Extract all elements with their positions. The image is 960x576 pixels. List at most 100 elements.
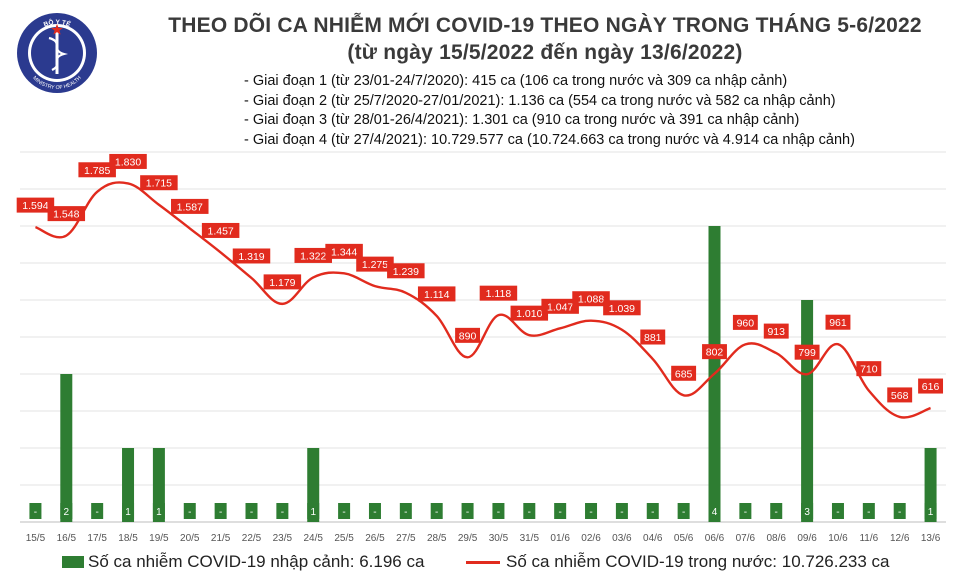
line-label-box-11/6 [856,361,882,377]
line-label-24/5: 1.322 [300,250,326,262]
line-label-17/5: 1.785 [84,165,110,177]
bar-label-30/5: - [497,507,500,518]
bar-label-box-01/6 [554,503,567,519]
bar-label-09/6: 3 [804,507,810,518]
x-tick-07/6: 07/6 [736,533,756,544]
bar-13/6 [924,448,937,522]
line-label-box-06/6 [702,344,727,360]
line-label-03/6: 1.039 [609,303,635,315]
bar-label-20/5: - [188,507,191,518]
x-tick-20/5: 20/5 [180,533,200,544]
x-tick-22/5: 22/5 [242,533,262,544]
bar-label-box-07/6 [739,503,752,519]
line-label-21/5: 1.457 [207,225,233,237]
bar-label-box-12/6 [893,503,906,519]
bar-label-box-11/6 [862,503,875,519]
line-label-box-12/6 [887,387,913,403]
bar-label-box-18/5 [122,503,135,519]
x-tick-10/6: 10/6 [828,533,848,544]
ministry-of-health-logo: BỘ Y TẾ MINISTRY OF HEALTH [17,13,97,93]
x-tick-11/6: 11/6 [859,533,878,544]
bar-label-box-03/6 [615,503,628,519]
line-label-box-26/5 [356,256,394,272]
bar-label-box-26/5 [368,503,381,519]
line-label-16/5: 1.548 [53,209,79,221]
line-label-box-15/5 [16,197,55,213]
line-label-05/6: 685 [675,368,693,380]
bar-label-box-13/6 [924,503,937,519]
bar-label-box-19/5 [152,503,165,519]
x-tick-05/6: 05/6 [674,533,694,544]
logo-top-text: BỘ Y TẾ [43,17,73,29]
x-tick-08/6: 08/6 [766,533,786,544]
bar-label-28/5: - [435,507,438,518]
bar-label-02/6: - [589,507,592,518]
x-tick-27/5: 27/5 [396,533,416,544]
bar-label-25/5: - [342,507,345,518]
bar-label-21/5: - [219,507,222,518]
line-label-30/5: 1.118 [486,288,512,300]
phase-1-summary: - Giai đoạn 1 (từ 23/01-24/7/2020): 415 … [244,73,788,89]
x-tick-30/5: 30/5 [489,533,509,544]
bar-label-18/5: 1 [125,507,131,518]
x-tick-21/5: 21/5 [211,533,231,544]
line-label-box-01/6 [541,298,579,314]
line-label-26/5: 1.275 [362,259,388,271]
bar-label-box-02/6 [585,503,598,519]
bar-label-box-08/6 [770,503,783,519]
phase-2-summary: - Giai đoạn 2 (từ 25/7/2020-27/01/2021):… [244,92,836,109]
x-tick-13/6: 13/6 [921,533,941,544]
line-label-31/5: 1.010 [516,308,542,320]
x-tick-28/5: 28/5 [427,533,447,544]
bar-label-03/6: - [620,507,623,518]
bar-label-box-06/6 [708,503,721,519]
x-tick-24/5: 24/5 [303,533,323,544]
chart-subtitle: (từ ngày 15/5/2022 đến ngày 13/6/2022) [347,41,743,64]
line-label-box-10/6 [825,314,851,330]
line-label-box-02/6 [572,291,610,307]
bar-label-box-28/5 [430,503,443,519]
bar-label-23/5: - [281,507,284,518]
line-label-12/6: 568 [891,390,909,402]
line-label-box-22/5 [232,248,271,264]
line-label-19/5: 1.715 [146,178,172,190]
bar-label-05/6: - [682,507,685,518]
phase-3-summary: - Giai đoạn 3 (từ 28/01-26/4/2021): 1.30… [244,112,800,128]
legend-label-domestic: Số ca nhiễm COVID-19 trong nước: 10.726.… [506,552,890,571]
line-label-25/5: 1.344 [331,246,357,258]
line-label-box-19/5 [140,175,178,191]
bar-label-24/5: 1 [310,507,316,518]
line-label-20/5: 1.587 [177,201,203,213]
line-label-28/5: 1.114 [424,289,450,301]
line-label-08/6: 913 [767,326,785,338]
phase-4-summary: - Giai đoạn 4 (từ 27/4/2021): 10.729.577… [244,131,855,148]
x-tick-19/5: 19/5 [149,533,169,544]
x-tick-15/5: 15/5 [26,533,46,544]
x-tick-18/5: 18/5 [118,533,138,544]
bar-label-10/6: - [836,507,839,518]
bar-16/5 [60,374,73,522]
legend-swatch-line [466,560,500,564]
chart-legend: Số ca nhiễm COVID-19 nhập cảnh: 6.196 ca… [62,552,960,574]
legend-item-imported: Số ca nhiễm COVID-19 nhập cảnh: 6.196 ca [62,552,424,572]
bar-label-04/6: - [651,507,654,518]
line-label-09/6: 799 [798,347,816,359]
line-label-10/6: 961 [829,317,847,329]
svg-text:BỘ Y TẾ: BỘ Y TẾ [43,17,73,29]
line-label-box-23/5 [263,274,302,290]
bar-label-box-30/5 [492,503,505,519]
bar-label-box-22/5 [245,503,258,519]
bar-label-27/5: - [404,507,407,518]
x-tick-01/6: 01/6 [550,533,570,544]
line-label-box-07/6 [732,314,758,330]
line-label-box-25/5 [325,243,363,259]
line-label-01/6: 1.047 [547,301,573,313]
bar-18/5 [122,448,135,522]
line-label-18/5: 1.830 [115,156,141,168]
bar-label-box-09/6 [801,503,814,519]
x-tick-03/6: 03/6 [612,533,632,544]
bar-label-07/6: - [744,507,747,518]
legend-swatch-bar [62,556,84,568]
x-tick-16/5: 16/5 [57,533,77,544]
line-label-06/6: 802 [706,347,724,359]
